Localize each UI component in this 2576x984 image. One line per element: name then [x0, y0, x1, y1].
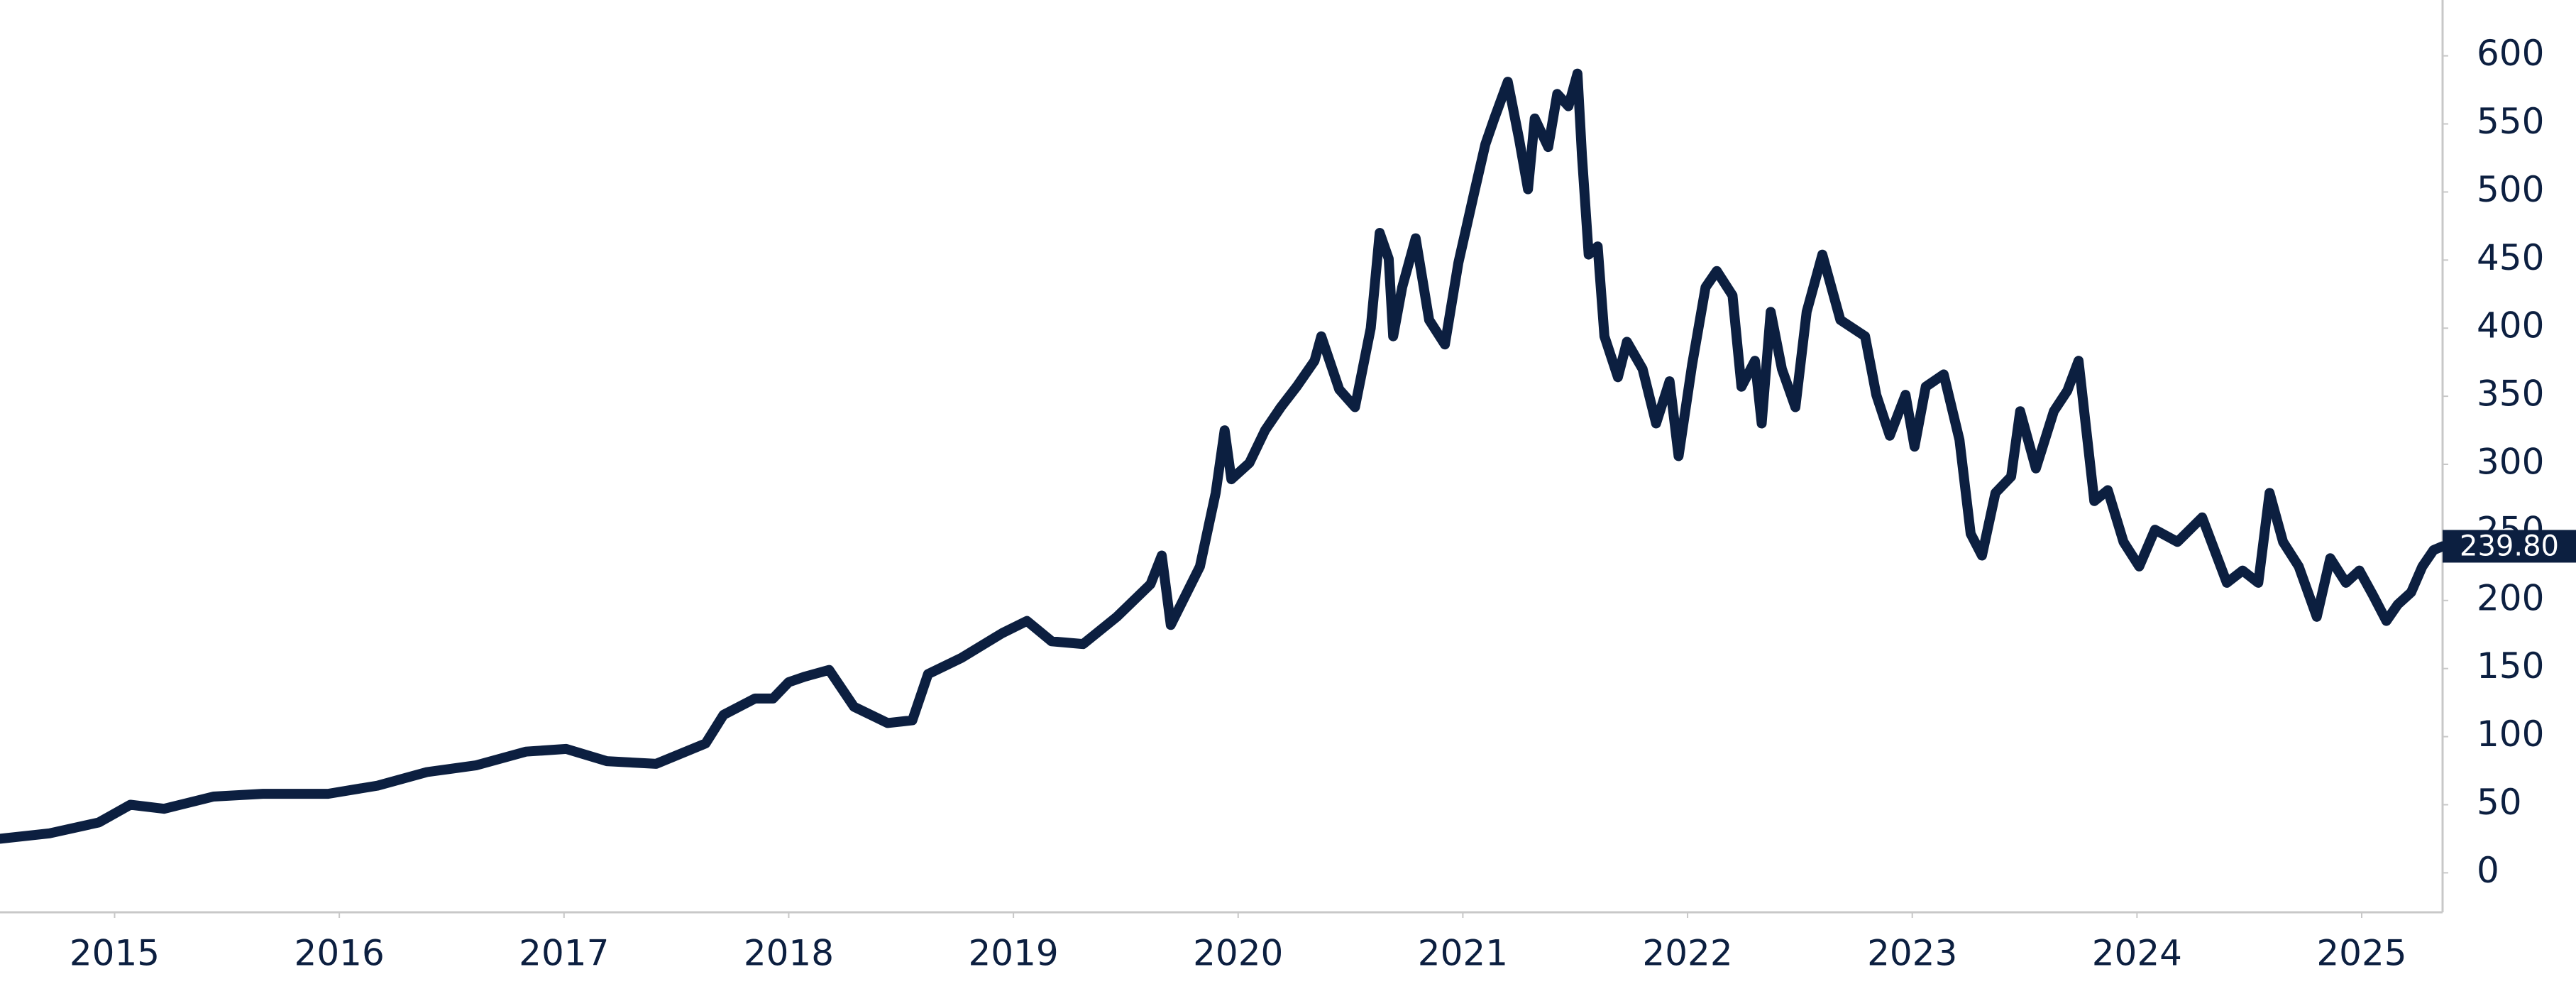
y-tick-label: 300 [2477, 442, 2544, 483]
x-tick-label: 2019 [968, 933, 1058, 974]
x-tick-label: 2024 [2092, 933, 2182, 974]
y-tick-label: 600 [2477, 33, 2544, 74]
y-tick-label: 100 [2477, 714, 2544, 755]
y-tick-label: 150 [2477, 645, 2544, 687]
y-tick-label: 50 [2477, 782, 2522, 823]
x-tick-label: 2022 [1642, 933, 1732, 974]
x-tick-label: 2016 [295, 933, 385, 974]
price-line [0, 68, 2448, 844]
x-tick-label: 2018 [744, 933, 834, 974]
y-tick-label: 450 [2477, 237, 2544, 278]
last-value-badge [2443, 530, 2576, 563]
y-tick-label: 550 [2477, 101, 2544, 142]
y-tick-label: 350 [2477, 373, 2544, 415]
x-tick-label: 2017 [519, 933, 609, 974]
y-tick-label: 0 [2477, 850, 2499, 891]
x-tick-label: 2025 [2316, 933, 2406, 974]
y-tick-label: 500 [2477, 169, 2544, 210]
y-tick-label: 400 [2477, 305, 2544, 346]
last-value-label: 239.80 [2460, 530, 2559, 562]
x-tick-label: 2020 [1193, 933, 1283, 974]
x-tick-label: 2015 [70, 933, 160, 974]
x-tick-label: 2021 [1418, 933, 1508, 974]
y-tick-label: 200 [2477, 577, 2544, 618]
x-tick-label: 2023 [1867, 933, 1957, 974]
